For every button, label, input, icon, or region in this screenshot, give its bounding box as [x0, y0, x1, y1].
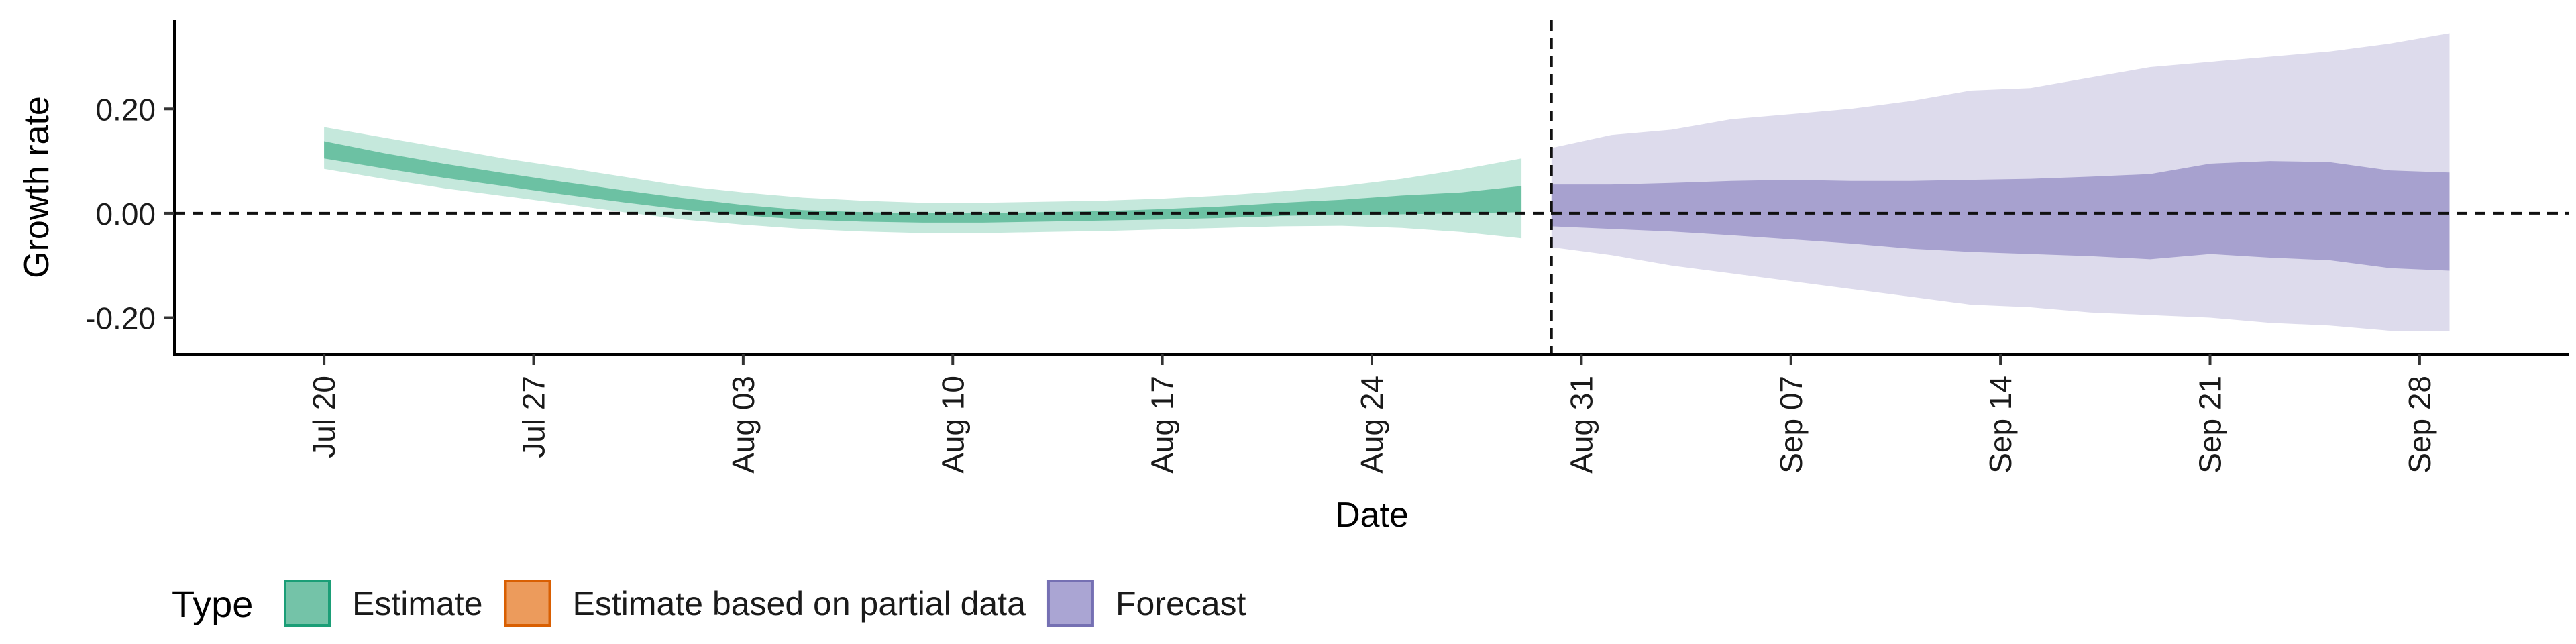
legend-label-forecast: Forecast — [1116, 585, 1246, 623]
ribbon-layer — [324, 33, 2450, 331]
y-tick-label: 0.20 — [95, 92, 156, 127]
legend-key-estimate-based-on-partial-data — [504, 580, 551, 627]
x-tick-label: Sep 28 — [2402, 376, 2437, 474]
x-tick-label: Aug 31 — [1564, 376, 1599, 474]
legend: Type Estimate Estimate based on partial d… — [172, 580, 1246, 627]
reference-lines — [174, 20, 2569, 354]
x-tick-label: Sep 07 — [1774, 376, 1809, 474]
forecast-inner-band — [1551, 161, 2450, 271]
x-tick-label: Aug 03 — [726, 376, 761, 474]
legend-label-estimate-based-on-partial-data: Estimate based on partial data — [573, 585, 1026, 623]
x-tick-label: Aug 10 — [935, 376, 970, 474]
x-tick-label: Sep 21 — [2193, 376, 2228, 474]
y-tick-label: 0.00 — [95, 197, 156, 231]
x-tick-label: Sep 14 — [1983, 376, 2018, 474]
x-tick-label: Jul 20 — [307, 376, 341, 458]
legend-title: Type — [172, 583, 253, 625]
legend-label-estimate: Estimate — [352, 585, 483, 623]
y-axis-title: Growth rate — [17, 96, 56, 278]
tick-layer: 0.20 0.00 -0.20 Jul 20 Jul 27 Aug 03 Aug 10 Aug… — [85, 92, 2437, 474]
legend-key-forecast — [1046, 580, 1094, 627]
y-tick-label: -0.20 — [85, 301, 156, 336]
estimate-inner-band — [324, 141, 1522, 223]
x-tick-label: Aug 24 — [1354, 376, 1389, 474]
x-tick-label: Aug 17 — [1145, 376, 1180, 474]
x-tick-label: Jul 27 — [517, 376, 551, 458]
legend-key-estimate — [284, 580, 331, 627]
x-axis-title: Date — [1335, 496, 1409, 535]
